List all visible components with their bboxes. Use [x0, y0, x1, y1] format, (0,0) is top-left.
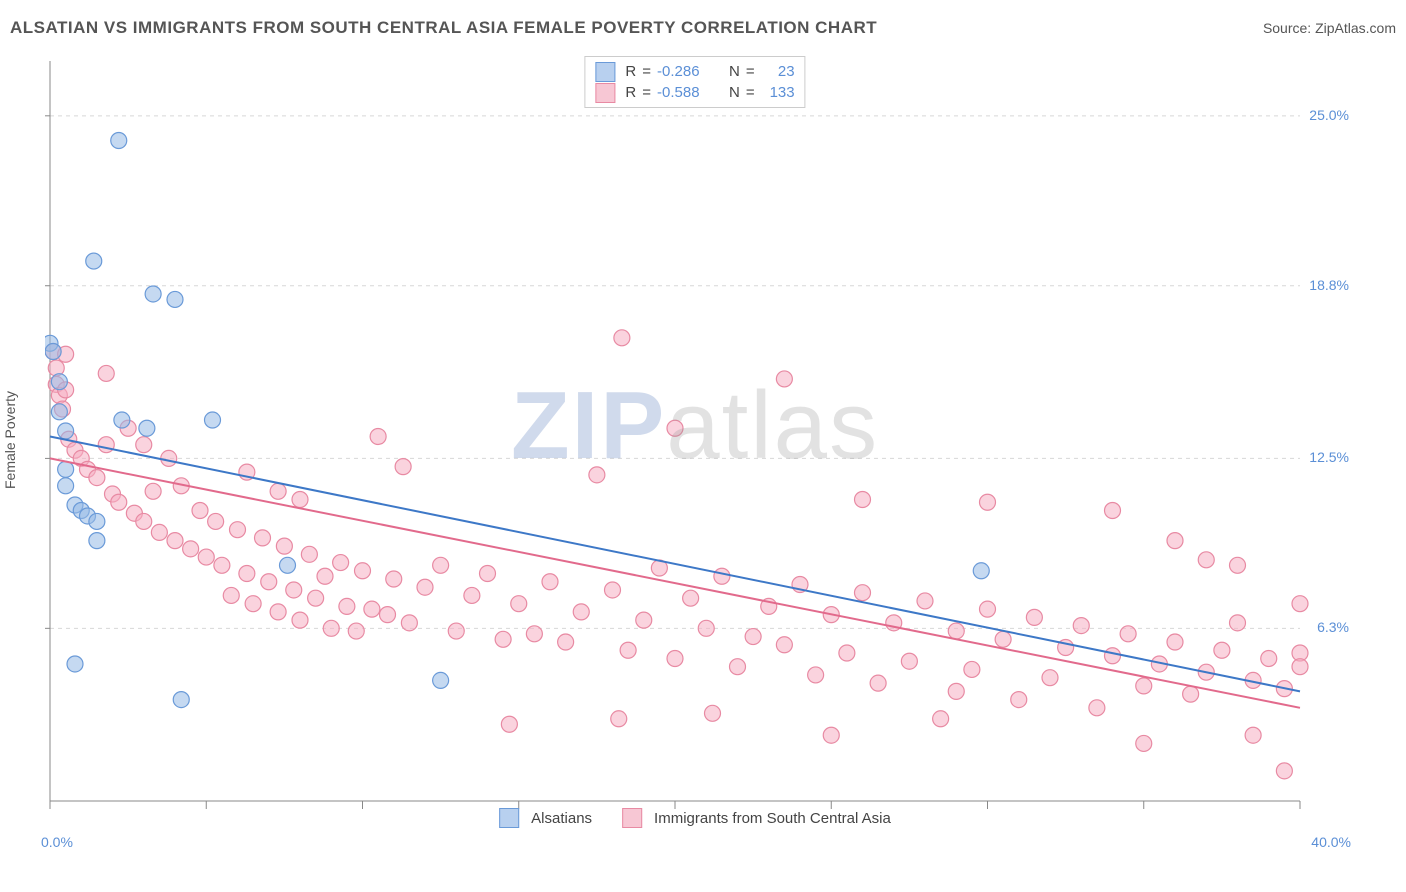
legend-item: Alsatians	[499, 808, 592, 828]
stats-swatch	[595, 62, 615, 82]
y-tick-label: 18.8%	[1309, 277, 1349, 293]
y-tick-label: 25.0%	[1309, 107, 1349, 123]
legend-swatch	[499, 808, 519, 828]
y-tick-label: 12.5%	[1309, 449, 1349, 465]
plot-container: ZIPatlas R=-0.286N=23R=-0.588N=133 Alsat…	[45, 56, 1345, 826]
stats-row: R = -0.286 N = 23	[595, 61, 794, 82]
scatter-plot	[45, 56, 1345, 826]
eq-sign: =	[746, 82, 755, 103]
source-value: ZipAtlas.com	[1315, 20, 1396, 36]
y-tick-label: 6.3%	[1317, 619, 1349, 635]
eq-sign: =	[642, 82, 651, 103]
legend-label: Alsatians	[531, 810, 592, 827]
x-axis-max-label: 40.0%	[1311, 834, 1351, 850]
n-label: N	[729, 82, 740, 103]
r-label: R	[625, 82, 636, 103]
legend-item: Immigrants from South Central Asia	[622, 808, 891, 828]
r-label: R	[625, 61, 636, 82]
source-label: Source:	[1263, 20, 1311, 36]
stats-row: R = -0.588 N = 133	[595, 82, 794, 103]
stats-swatch	[595, 83, 615, 103]
legend-label: Immigrants from South Central Asia	[654, 810, 891, 827]
eq-sign: =	[642, 61, 651, 82]
eq-sign: =	[746, 61, 755, 82]
source-attribution: Source: ZipAtlas.com	[1263, 20, 1396, 36]
n-label: N	[729, 61, 740, 82]
legend-swatch	[622, 808, 642, 828]
n-value: 133	[761, 82, 795, 103]
correlation-stats-box: R = -0.286 N = 23 R = -0.588 N = 133	[584, 56, 805, 108]
x-axis-min-label: 0.0%	[41, 834, 73, 850]
n-value: 23	[761, 61, 795, 82]
y-axis-label: Female Poverty	[2, 391, 18, 489]
chart-title: ALSATIAN VS IMMIGRANTS FROM SOUTH CENTRA…	[10, 18, 877, 38]
r-value: -0.588	[657, 82, 715, 103]
r-value: -0.286	[657, 61, 715, 82]
legend: Alsatians Immigrants from South Central A…	[499, 808, 891, 828]
